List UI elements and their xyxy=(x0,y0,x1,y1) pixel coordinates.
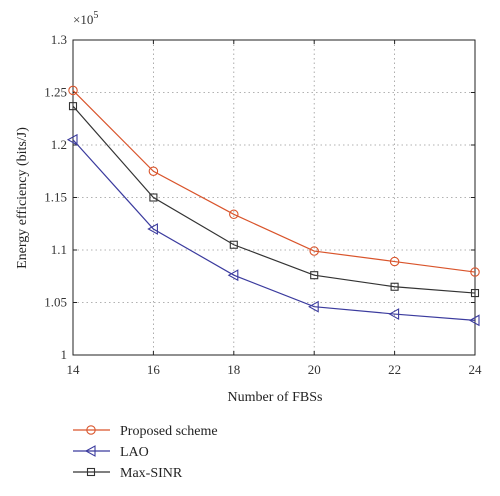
legend-marker xyxy=(86,467,96,477)
data-point-proposed-scheme xyxy=(229,209,239,220)
data-point-proposed-scheme xyxy=(68,85,78,96)
series-proposed-scheme xyxy=(68,85,480,277)
data-point-max-sinr xyxy=(149,193,158,202)
data-point-max-sinr xyxy=(390,282,399,291)
data-point-max-sinr xyxy=(470,288,480,298)
legend-item-lao: LAO xyxy=(73,445,149,460)
grid xyxy=(73,40,475,355)
x-tick-label: 14 xyxy=(67,362,81,377)
legend-label: LAO xyxy=(120,445,149,460)
y-axis-multiplier: ×105 xyxy=(73,10,98,27)
data-point-lao xyxy=(227,269,239,282)
axis-ticks: 14 16 18 20 22 24 1 1.05 1.1 1.15 1.2 1.25 1.3 xyxy=(44,32,482,377)
data-point-max-sinr xyxy=(68,102,78,111)
x-tick-label: 16 xyxy=(147,362,161,377)
x-tick-label: 22 xyxy=(388,362,401,377)
series-line-max-sinr xyxy=(72,105,476,294)
data-point-lao xyxy=(147,223,158,235)
x-tick-label: 18 xyxy=(227,362,240,377)
legend-marker xyxy=(84,445,96,457)
y-multiplier-base: ×10 xyxy=(73,12,93,27)
y-tick-label: 1.05 xyxy=(44,295,67,310)
data-point-proposed-scheme xyxy=(148,166,159,177)
data-point-max-sinr xyxy=(310,271,319,280)
legend: Proposed scheme LAO Max-SINR xyxy=(73,424,218,481)
series-line-proposed-scheme xyxy=(72,89,476,273)
series-max-sinr xyxy=(68,102,480,298)
y-tick-label: 1 xyxy=(61,347,68,362)
y-multiplier-exponent: 5 xyxy=(93,10,98,21)
data-point-lao xyxy=(468,314,480,327)
y-tick-label: 1.1 xyxy=(51,242,67,257)
series-line-lao xyxy=(72,139,476,321)
legend-marker xyxy=(86,425,96,435)
data-point-proposed-scheme xyxy=(309,246,319,256)
x-axis-title: Number of FBSs xyxy=(228,390,323,405)
y-tick-label: 1.2 xyxy=(51,137,67,152)
y-tick-label: 1.3 xyxy=(51,32,67,47)
series-layer xyxy=(66,85,480,327)
y-tick-label: 1.25 xyxy=(44,85,67,100)
data-point-proposed-scheme xyxy=(389,256,400,267)
y-tick-label: 1.15 xyxy=(44,190,67,205)
series-lao xyxy=(66,133,480,327)
data-point-lao xyxy=(388,308,400,320)
data-point-proposed-scheme xyxy=(470,267,480,277)
legend-item-max-sinr: Max-SINR xyxy=(73,466,183,481)
plot-frame xyxy=(72,39,476,356)
x-tick-label: 24 xyxy=(469,362,483,377)
data-point-lao xyxy=(308,300,319,313)
legend-label: Max-SINR xyxy=(120,466,183,481)
data-point-lao xyxy=(66,133,78,146)
x-tick-label: 20 xyxy=(308,362,321,377)
legend-label: Proposed scheme xyxy=(120,424,218,439)
legend-item-proposed-scheme: Proposed scheme xyxy=(73,424,218,439)
data-point-max-sinr xyxy=(229,240,238,249)
y-axis-title: Energy efficiency (bits/J) xyxy=(15,127,30,269)
